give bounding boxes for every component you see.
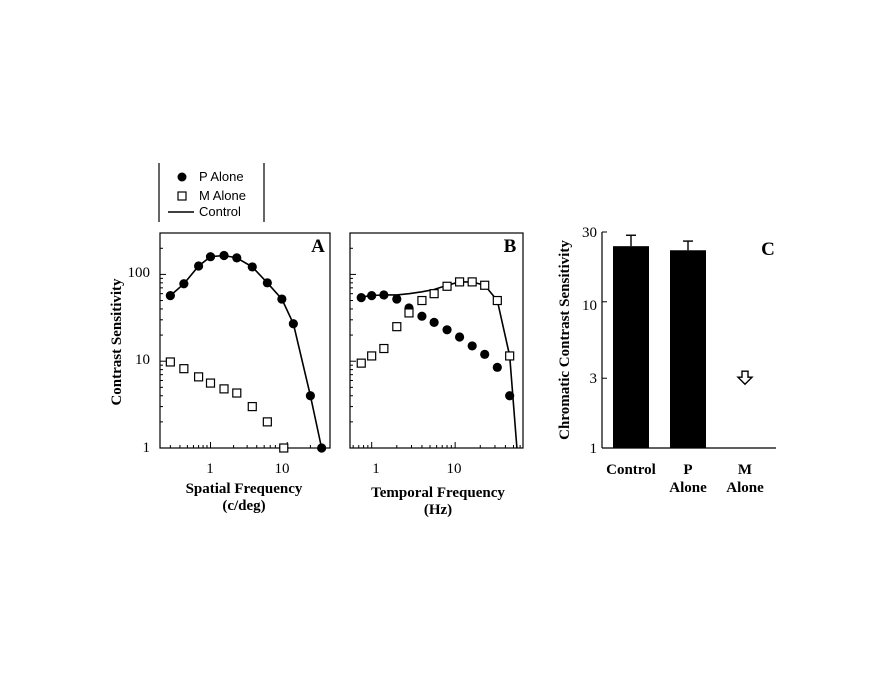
panel-a-ytick-100: 100 (128, 265, 151, 281)
panel-a-xlabel: Spatial Frequency (186, 481, 303, 497)
panel-a-point-p-alone (288, 319, 298, 329)
panel-c-ytick-3: 3 (590, 371, 598, 387)
panel-a-ticks (160, 232, 325, 449)
panel-a-point-p-alone (232, 253, 242, 263)
panel-c-category-m-line1: M (738, 462, 752, 478)
panel-b-point-m-alone (417, 295, 427, 306)
legend-marker-open-square (177, 191, 187, 201)
panel-a-ytick-10: 10 (135, 352, 150, 368)
legend: P Alone M Alone Control (158, 163, 265, 222)
panel-b-point-p-alone (492, 362, 502, 372)
panel-b-point-p-alone (454, 332, 465, 342)
panel-b-point-p-alone (356, 293, 366, 303)
panel-c-letter: C (761, 239, 775, 260)
panel-b-xtick-10: 10 (447, 461, 462, 477)
panel-b-point-p-alone (367, 291, 377, 301)
panel-a-series-control-line (169, 254, 323, 449)
panel-b-point-m-alone (442, 281, 452, 291)
panel-c-bar (670, 250, 706, 448)
legend-label-p-alone: P Alone (199, 169, 244, 184)
panel-a-point-p-alone (317, 443, 327, 453)
panel-b-point-m-alone (404, 308, 414, 318)
legend-marker-filled-circle (177, 172, 187, 182)
panel-b-marks (356, 277, 518, 449)
panel-a-letter: A (311, 236, 325, 257)
panel-c-ytick-1: 1 (590, 441, 598, 457)
panel-a-xlabel-units: (c/deg) (222, 498, 265, 514)
panel-b-point-p-alone (417, 311, 427, 321)
panel-a-point-m-alone (219, 384, 229, 394)
panel-a-point-m-alone (262, 417, 272, 427)
panel-b: 1 10 Temporal Frequency (Hz) B (349, 232, 524, 518)
panel-c-category-p-line2: Alone (669, 480, 707, 496)
panel-c-marks (613, 234, 754, 448)
panel-b-point-m-alone (467, 277, 477, 287)
panel-c-category-m-line2: Alone (726, 480, 764, 496)
panel-b-point-p-alone (379, 290, 389, 300)
panel-b-point-p-alone (467, 341, 477, 351)
panel-b-point-m-alone (505, 351, 515, 361)
panel-a-ytick-1: 1 (143, 440, 151, 456)
panel-a-marks (165, 250, 327, 453)
panel-a-point-m-alone (193, 372, 204, 382)
panel-b-xlabel-units: (Hz) (424, 502, 452, 518)
panel-b-point-p-alone (392, 294, 402, 304)
panel-c-category-p-line1: P (683, 462, 692, 478)
panel-b-point-m-alone (392, 322, 402, 332)
panel-a-point-m-alone (232, 388, 242, 398)
panel-b-point-p-alone (505, 391, 515, 401)
panel-c: 1 3 10 30 Chromatic Contrast Sensitivity… (557, 225, 776, 496)
panel-a: 1 10 1 10 100 Spatial Frequency (c/deg) … (109, 232, 331, 514)
panel-b-point-m-alone (356, 358, 366, 368)
panel-b-point-m-alone (492, 295, 502, 306)
panel-c-ytick-30: 30 (582, 225, 597, 241)
panel-a-point-p-alone (277, 294, 287, 304)
panel-a-ylabel: Contrast Sensitivity (109, 278, 125, 406)
panel-c-ticks (602, 231, 607, 449)
panel-b-ticks (350, 232, 521, 449)
panel-a-point-p-alone (205, 252, 216, 262)
panel-a-point-m-alone (247, 401, 257, 412)
panel-a-point-p-alone (193, 261, 204, 271)
panel-b-xtick-1: 1 (372, 461, 380, 477)
panel-b-point-p-alone (429, 317, 439, 327)
panel-c-bar (613, 246, 649, 448)
panel-a-point-p-alone (305, 391, 315, 401)
panel-a-point-m-alone (205, 378, 216, 388)
panel-c-category-control: Control (606, 462, 656, 478)
panel-a-point-m-alone (179, 364, 189, 374)
panel-a-point-p-alone (219, 250, 229, 261)
legend-label-control: Control (199, 204, 241, 219)
panel-b-point-p-alone (480, 349, 490, 359)
legend-label-m-alone: M Alone (199, 188, 246, 203)
panel-a-xtick-1: 1 (206, 461, 214, 477)
panel-a-point-p-alone (165, 291, 175, 301)
panel-b-point-m-alone (429, 289, 439, 299)
panel-b-point-m-alone (379, 343, 389, 354)
panel-b-point-m-alone (454, 277, 465, 287)
panel-c-ylabel: Chromatic Contrast Sensitivity (557, 240, 573, 440)
panel-c-down-arrow (736, 370, 754, 386)
panel-b-point-m-alone (480, 280, 490, 290)
panel-b-letter: B (504, 236, 517, 257)
panel-b-point-p-alone (442, 325, 452, 335)
panel-a-point-m-alone (279, 443, 289, 453)
panel-a-point-p-alone (262, 278, 272, 288)
panel-b-xlabel: Temporal Frequency (371, 485, 505, 501)
panel-a-point-p-alone (179, 279, 189, 289)
panel-a-frame (159, 232, 331, 449)
panel-b-frame (349, 232, 524, 449)
panel-b-point-m-alone (367, 351, 377, 361)
panel-c-ytick-10: 10 (582, 298, 597, 314)
panel-a-xtick-10: 10 (275, 461, 290, 477)
panel-a-point-p-alone (247, 262, 257, 272)
panel-a-point-m-alone (165, 357, 175, 367)
